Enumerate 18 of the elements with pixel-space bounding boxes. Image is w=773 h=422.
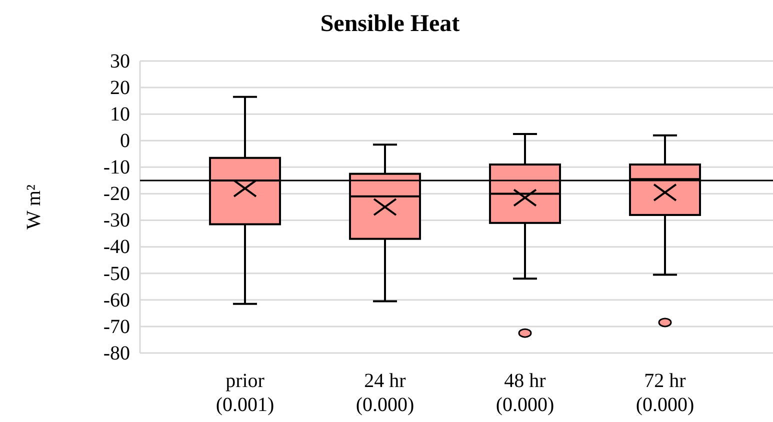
y-axis-title: W m² [23,184,45,230]
x-tick-label: 24 hr (0.000) [356,370,414,416]
y-tick-label: -40 [103,236,130,258]
y-tick-label: 10 [110,103,130,126]
y-tick-label: 20 [110,76,130,99]
chart-title: Sensible Heat [320,11,460,37]
y-tick-label: -30 [103,210,130,232]
y-tick-label: -70 [103,316,130,338]
x-tick-label: 48 hr (0.000) [496,370,554,416]
y-tick-label: -60 [103,289,130,312]
y-tick-label: -10 [103,156,130,179]
y-tick-label: -20 [103,183,130,206]
y-tick-label: 30 [110,50,130,72]
x-tick-label: 72 hr (0.000) [636,370,694,416]
y-tick-label: -50 [103,262,130,285]
y-tick-label: 0 [120,130,130,152]
y-tick-label: -80 [103,342,130,364]
x-tick-label: prior (0.001) [216,370,274,416]
